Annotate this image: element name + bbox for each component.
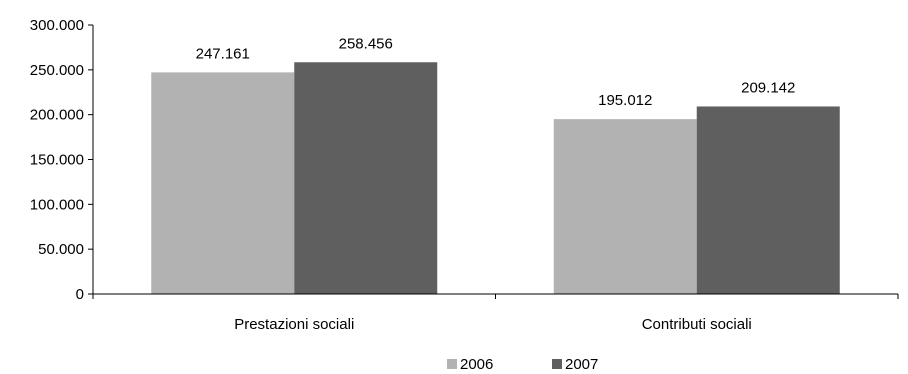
bar-2006-1 [553, 119, 697, 294]
legend-label: 2007 [565, 356, 598, 373]
y-tick-label: 200.000 [30, 107, 84, 124]
legend-label: 2006 [460, 356, 493, 373]
y-tick-label: 150.000 [30, 152, 84, 169]
bar-2006-0 [151, 72, 295, 294]
x-category-label: Prestazioni sociali [234, 316, 354, 333]
data-label: 258.456 [339, 35, 393, 52]
y-tick-label: 0 [76, 286, 84, 303]
y-tick-label: 100.000 [30, 196, 84, 213]
bars: 247.161 258.456 195.012 209.142 [151, 35, 840, 295]
data-label: 247.161 [196, 45, 250, 62]
x-axis: Prestazioni sociali Contributi sociali [92, 293, 899, 333]
x-category-label: Contributi sociali [642, 316, 752, 333]
legend-swatch-2007 [552, 359, 562, 369]
data-label: 209.142 [741, 79, 795, 96]
y-tick-label: 250.000 [30, 62, 84, 79]
y-axis: 0 50.000 100.000 150.000 200.000 250.000 300.0… [30, 17, 94, 303]
data-label: 195.012 [598, 92, 652, 109]
bar-2007-1 [696, 106, 840, 295]
y-tick-label: 300.000 [30, 17, 84, 34]
y-tick-label: 50.000 [38, 241, 84, 258]
legend-swatch-2006 [447, 359, 457, 369]
legend: 2006 2007 [447, 356, 598, 373]
bar-2007-0 [294, 62, 438, 294]
